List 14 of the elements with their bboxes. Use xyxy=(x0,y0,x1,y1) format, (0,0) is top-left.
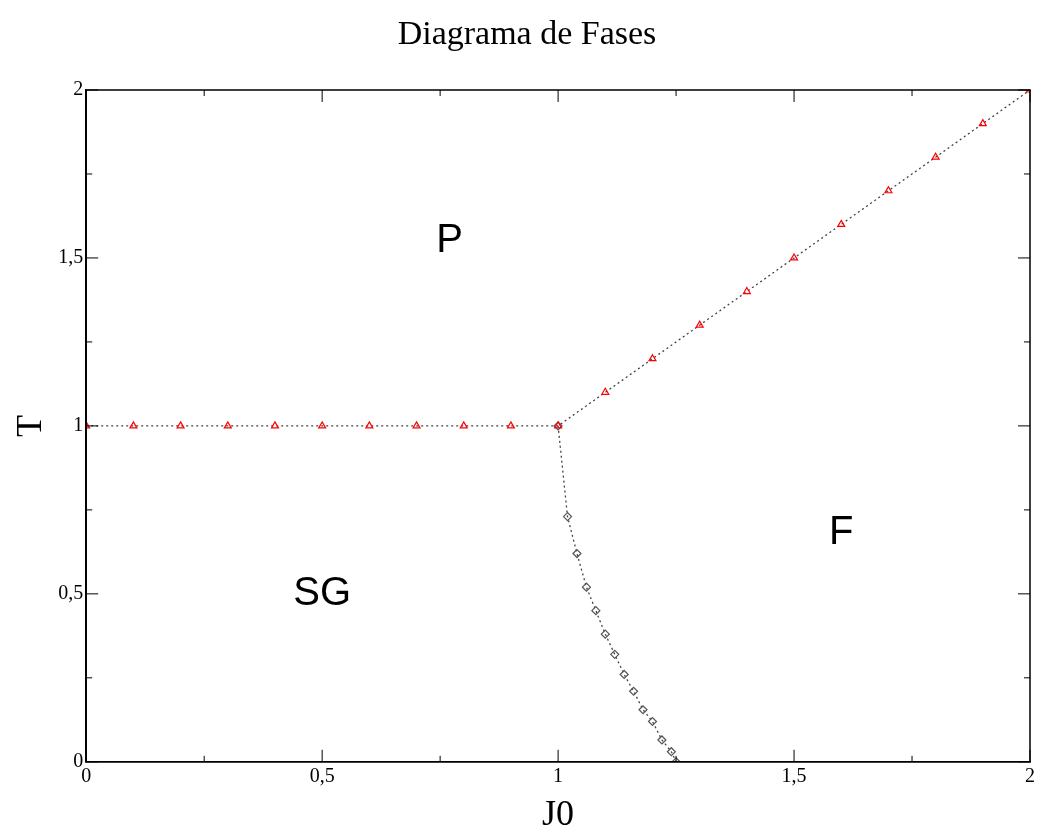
x-tick-label: 1,5 xyxy=(781,764,807,787)
y-tick-label: 2 xyxy=(73,77,84,100)
annotation: F xyxy=(829,508,854,553)
y-axis-title: T xyxy=(9,414,50,437)
y-tick-label: 0,5 xyxy=(58,581,84,604)
chart-title: Diagrama de Fases xyxy=(396,14,658,52)
y-tick-label: 1,5 xyxy=(58,245,84,268)
annotation: P xyxy=(436,216,463,261)
x-tick-label: 0,5 xyxy=(309,764,335,787)
x-tick-label: 2 xyxy=(1025,764,1035,787)
annotation: SG xyxy=(293,568,352,613)
x-axis-title: J0 xyxy=(542,792,575,833)
x-tick-label: 1 xyxy=(553,764,564,787)
y-tick-label: 1 xyxy=(73,413,84,436)
